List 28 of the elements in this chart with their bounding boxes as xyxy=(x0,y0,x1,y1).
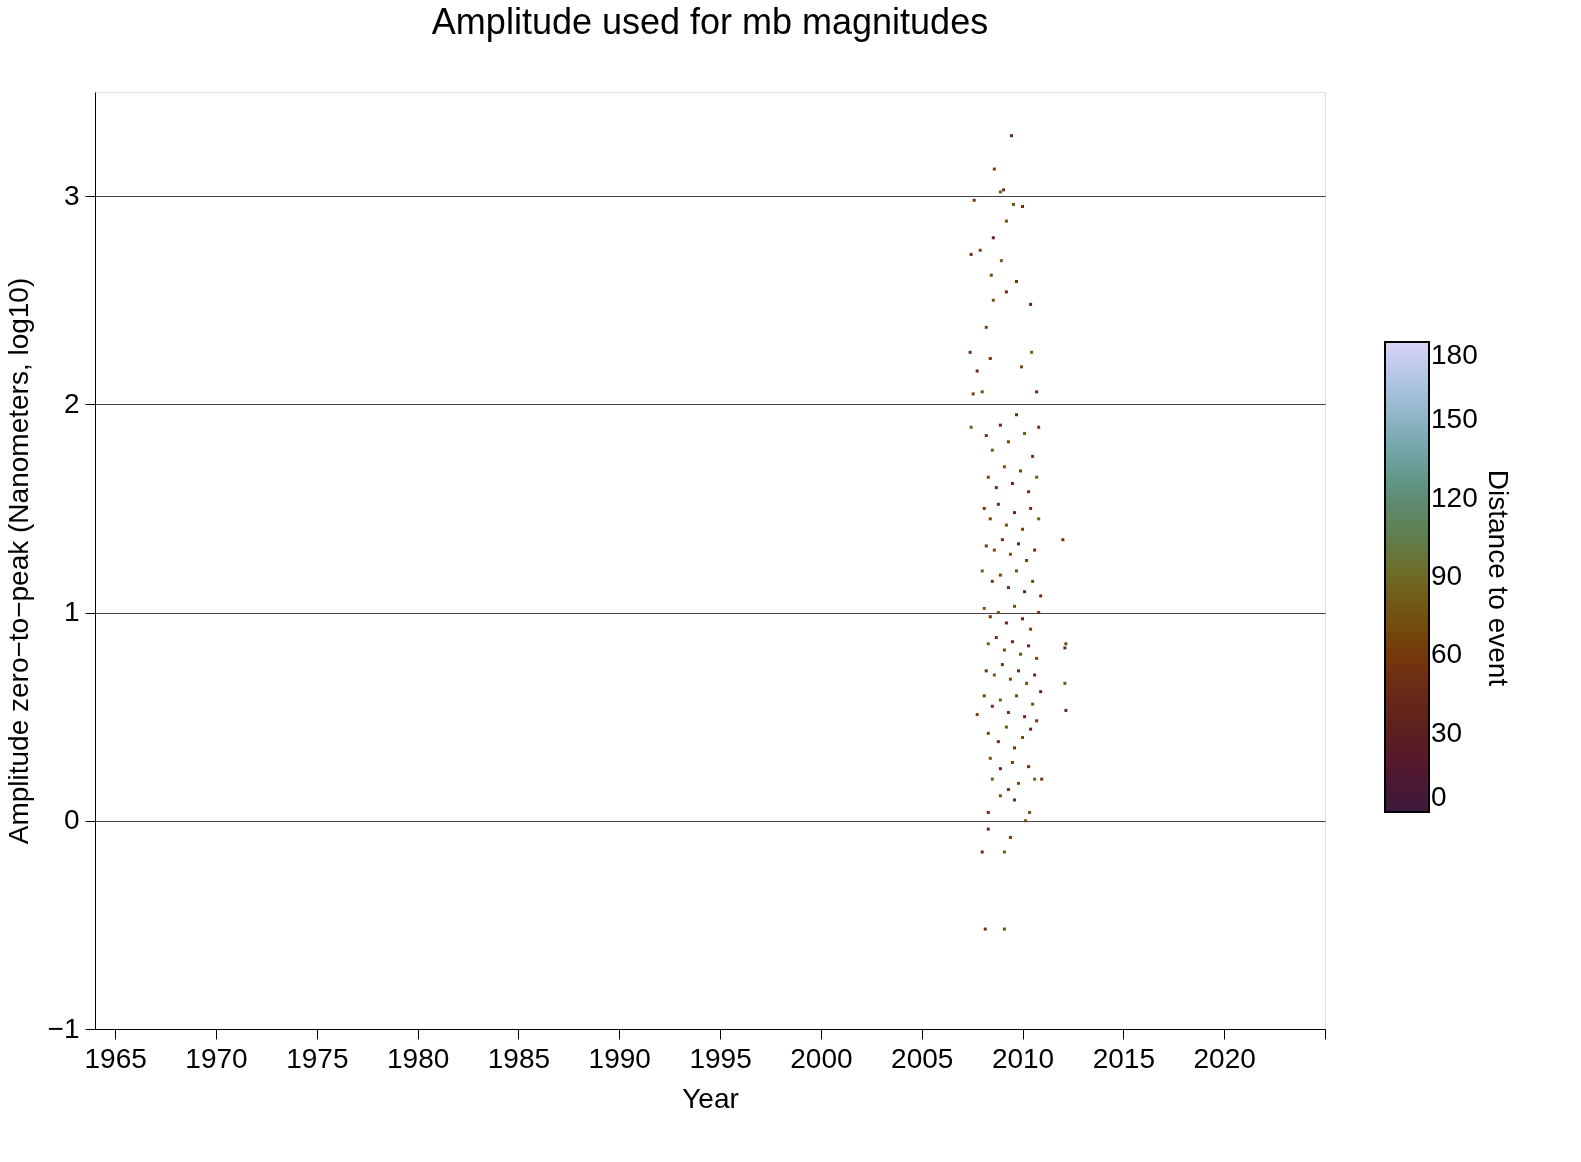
x-tick-label: 1995 xyxy=(689,1042,752,1074)
color-bar-label: 120 xyxy=(1431,481,1478,513)
x-tick-label: 2005 xyxy=(891,1042,954,1074)
x-tick-label: 1990 xyxy=(588,1042,651,1074)
x-tick-label: 1975 xyxy=(286,1042,349,1074)
y-axis-title: Amplitude zero−to−peak (Nanometers, log10) xyxy=(2,277,34,845)
x-tick-label: 1965 xyxy=(84,1042,147,1074)
y-tick-label: 3 xyxy=(63,179,80,211)
chart-title: Amplitude used for mb magnitudes xyxy=(431,1,989,42)
x-tick-label: 1985 xyxy=(487,1042,551,1074)
x-tick-label: 2015 xyxy=(1092,1042,1156,1074)
x-tick-label: 2010 xyxy=(991,1042,1055,1074)
color-bar-label: 30 xyxy=(1431,716,1463,748)
color-bar-label: 150 xyxy=(1431,403,1478,435)
x-tick-label: 2000 xyxy=(790,1042,853,1074)
y-tick-label: 0 xyxy=(63,804,80,836)
x-tick-label: 1970 xyxy=(185,1042,248,1074)
y-tick-label: 1 xyxy=(63,596,80,628)
color-bar-label: 90 xyxy=(1431,560,1463,591)
color-bar-title: Distance to event xyxy=(1483,469,1514,687)
x-tick-label: 2020 xyxy=(1193,1042,1256,1074)
color-bar-label: 0 xyxy=(1431,781,1447,812)
y-tick-label: −1 xyxy=(47,1012,80,1044)
x-axis-title: Year xyxy=(682,1082,739,1114)
color-bar-label: 180 xyxy=(1431,339,1478,370)
y-tick-label: 2 xyxy=(63,387,80,419)
color-bar-label: 60 xyxy=(1431,638,1463,670)
x-tick-label: 1980 xyxy=(386,1042,450,1074)
